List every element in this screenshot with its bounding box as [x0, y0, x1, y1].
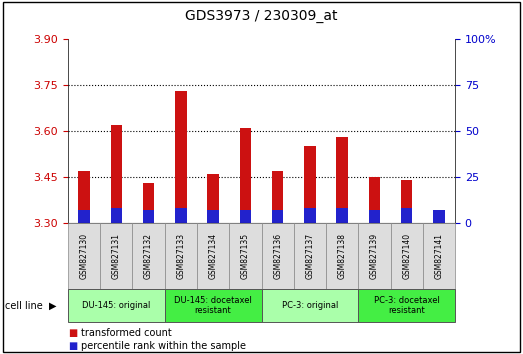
Bar: [433, 211, 445, 223]
Text: DU-145: original: DU-145: original: [82, 301, 151, 310]
Text: GSM827139: GSM827139: [370, 233, 379, 279]
Bar: [304, 208, 315, 223]
Text: GSM827130: GSM827130: [79, 233, 88, 279]
Text: GSM827134: GSM827134: [209, 233, 218, 279]
Bar: [304, 146, 315, 223]
Bar: [143, 183, 154, 223]
Bar: [336, 208, 348, 223]
Text: GSM827133: GSM827133: [176, 233, 185, 279]
Bar: [208, 210, 219, 223]
Bar: [401, 208, 412, 223]
Bar: [369, 210, 380, 223]
Text: GSM827137: GSM827137: [305, 233, 314, 279]
Bar: [78, 171, 90, 223]
Text: PC-3: original: PC-3: original: [282, 301, 338, 310]
Text: percentile rank within the sample: percentile rank within the sample: [81, 341, 246, 351]
Text: cell line  ▶: cell line ▶: [5, 300, 56, 310]
Text: GSM827136: GSM827136: [273, 233, 282, 279]
Bar: [175, 91, 187, 223]
Bar: [401, 180, 412, 223]
Bar: [240, 210, 251, 223]
Bar: [369, 177, 380, 223]
Bar: [175, 208, 187, 223]
Text: GSM827132: GSM827132: [144, 233, 153, 279]
Bar: [272, 210, 283, 223]
Text: GDS3973 / 230309_at: GDS3973 / 230309_at: [185, 9, 338, 23]
Text: GSM827138: GSM827138: [338, 233, 347, 279]
Text: GSM827131: GSM827131: [112, 233, 121, 279]
Text: DU-145: docetaxel
resistant: DU-145: docetaxel resistant: [174, 296, 252, 315]
Text: transformed count: transformed count: [81, 329, 172, 338]
Bar: [240, 128, 251, 223]
Text: PC-3: docetaxel
resistant: PC-3: docetaxel resistant: [374, 296, 439, 315]
Text: ■: ■: [68, 341, 77, 351]
Bar: [433, 210, 445, 223]
Bar: [336, 137, 348, 223]
Text: GSM827141: GSM827141: [435, 233, 444, 279]
Bar: [78, 210, 90, 223]
Bar: [143, 210, 154, 223]
Text: GSM827140: GSM827140: [402, 233, 411, 279]
Bar: [272, 171, 283, 223]
Bar: [111, 208, 122, 223]
Text: GSM827135: GSM827135: [241, 233, 250, 279]
Bar: [208, 174, 219, 223]
Bar: [111, 125, 122, 223]
Text: ■: ■: [68, 329, 77, 338]
